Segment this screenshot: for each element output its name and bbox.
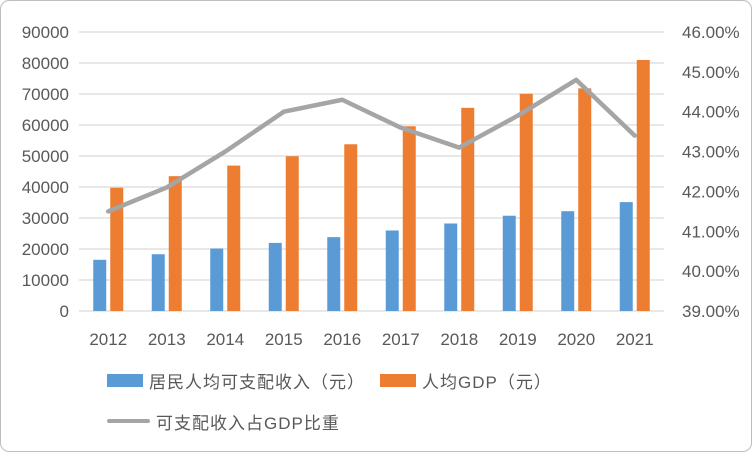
left-axis-tick-label: 90000	[22, 23, 69, 42]
legend-label-income: 居民人均可支配收入（元）	[149, 372, 365, 392]
bar-income	[210, 248, 224, 311]
right-axis-tick-label: 39.00%	[682, 302, 740, 321]
left-axis-tick-label: 30000	[22, 209, 69, 228]
bar-gdp	[461, 107, 475, 311]
year-label: 2014	[206, 330, 244, 349]
left-axis-tick-label: 70000	[22, 85, 69, 104]
left-axis-tick-label: 80000	[22, 54, 69, 73]
left-axis-tick-label: 0	[60, 302, 69, 321]
year-label: 2021	[616, 330, 654, 349]
year-label: 2016	[323, 330, 361, 349]
ratio-line	[106, 77, 637, 214]
bar-income	[619, 202, 633, 311]
left-axis-tick-label: 60000	[22, 116, 69, 135]
bar-gdp	[578, 88, 592, 312]
year-label: 2015	[265, 330, 303, 349]
bar-income	[268, 242, 282, 311]
bar-gdp	[285, 156, 299, 311]
legend-swatch-ratio	[107, 418, 150, 424]
bar-income	[502, 215, 516, 311]
bar-gdp	[519, 93, 533, 311]
legend-row-2: 可支配收入占GDP比重	[107, 408, 552, 434]
right-axis-tick-label: 43.00%	[682, 143, 740, 162]
right-axis-tick-label: 44.00%	[682, 103, 740, 122]
right-axis-tick-label: 46.00%	[682, 23, 740, 42]
bar-gdp	[110, 187, 124, 311]
bar-gdp	[168, 176, 182, 311]
legend-row-1: 居民人均可支配收入（元） 人均GDP（元）	[107, 367, 552, 393]
bar-gdp	[227, 165, 241, 311]
bar-income	[444, 223, 458, 311]
left-axis-tick-label: 10000	[22, 271, 69, 290]
legend-item-income: 居民人均可支配收入（元）	[107, 368, 365, 393]
right-axis-tick-label: 45.00%	[682, 63, 740, 82]
bar-income	[561, 211, 575, 311]
legend-label-ratio: 可支配收入占GDP比重	[156, 413, 340, 433]
year-label: 2020	[557, 330, 595, 349]
right-axis-tick-label: 42.00%	[682, 182, 740, 201]
left-axis-tick-label: 50000	[22, 147, 69, 166]
chart-legend: 居民人均可支配收入（元） 人均GDP（元） 可支配收入占GDP比重	[107, 367, 552, 434]
legend-item-gdp: 人均GDP（元）	[380, 368, 552, 393]
bar-gdp	[402, 126, 416, 311]
left-axis-tick-label: 40000	[22, 178, 69, 197]
year-label: 2018	[440, 330, 478, 349]
left-axis-tick-label: 20000	[22, 240, 69, 259]
legend-swatch-income	[107, 373, 143, 387]
bar-income	[151, 254, 165, 311]
legend-item-ratio: 可支配收入占GDP比重	[107, 409, 340, 434]
bar-income	[93, 259, 107, 311]
bar-gdp	[344, 144, 358, 311]
bar-income	[327, 237, 341, 311]
right-axis-tick-label: 40.00%	[682, 262, 740, 281]
year-label: 2017	[382, 330, 420, 349]
bar-gdp	[636, 59, 650, 312]
legend-swatch-gdp	[380, 373, 416, 387]
right-axis-tick-label: 41.00%	[682, 222, 740, 241]
legend-label-gdp: 人均GDP（元）	[422, 372, 552, 392]
bar-income	[385, 230, 399, 311]
year-label: 2019	[499, 330, 537, 349]
year-label: 2012	[89, 330, 127, 349]
year-label: 2013	[148, 330, 186, 349]
